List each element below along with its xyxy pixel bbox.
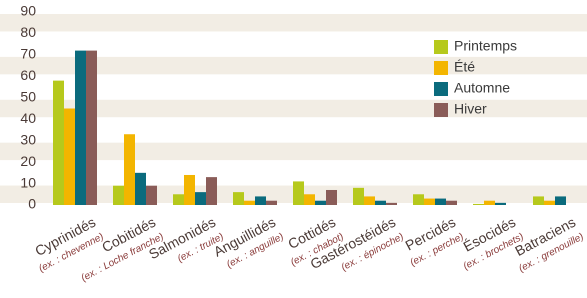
- legend-swatch: [434, 40, 448, 54]
- bar: [555, 196, 566, 205]
- legend-swatch: [434, 103, 448, 117]
- bar: [293, 181, 304, 205]
- legend-label: Automne: [454, 80, 510, 96]
- bar: [424, 199, 435, 205]
- bar: [473, 204, 484, 205]
- bar: [495, 203, 506, 205]
- bar: [64, 109, 75, 206]
- grid-band: [0, 14, 587, 31]
- y-tick-label: 60: [20, 67, 36, 83]
- legend-swatch: [434, 61, 448, 75]
- bar: [135, 173, 146, 205]
- bar: [304, 194, 315, 205]
- bar: [386, 203, 397, 205]
- bar: [266, 201, 277, 205]
- bar: [195, 192, 206, 205]
- legend-swatch: [434, 82, 448, 96]
- y-tick-label: 20: [20, 153, 36, 169]
- bar: [315, 201, 326, 205]
- bar: [184, 175, 195, 205]
- bar: [75, 51, 86, 205]
- bar: [326, 190, 337, 205]
- bar: [375, 201, 386, 205]
- y-tick-label: 50: [20, 88, 36, 104]
- bar: [446, 201, 457, 205]
- bar: [533, 196, 544, 205]
- bar: [146, 186, 157, 205]
- bar: [484, 201, 495, 205]
- bar: [435, 199, 446, 205]
- bar: [113, 186, 124, 205]
- y-tick-label: 0: [28, 196, 36, 212]
- bar: [86, 51, 97, 205]
- legend-label: Hiver: [454, 101, 487, 117]
- y-tick-label: 70: [20, 46, 36, 62]
- bar: [413, 194, 424, 205]
- bar: [173, 194, 184, 205]
- bar: [353, 188, 364, 205]
- bar: [544, 201, 555, 205]
- y-tick-label: 40: [20, 110, 36, 126]
- chart: 0102030405060708090Cyprinidés(ex. : chev…: [0, 0, 587, 298]
- bar: [124, 134, 135, 205]
- y-tick-label: 80: [20, 24, 36, 40]
- legend-label: Printemps: [454, 38, 517, 54]
- y-tick-label: 30: [20, 131, 36, 147]
- bar: [255, 196, 266, 205]
- y-tick-label: 10: [20, 174, 36, 190]
- bar: [244, 201, 255, 205]
- legend-label: Été: [454, 59, 475, 75]
- bar: [233, 192, 244, 205]
- y-tick-label: 90: [20, 3, 36, 19]
- bar: [53, 81, 64, 205]
- bar: [364, 196, 375, 205]
- bar: [206, 177, 217, 205]
